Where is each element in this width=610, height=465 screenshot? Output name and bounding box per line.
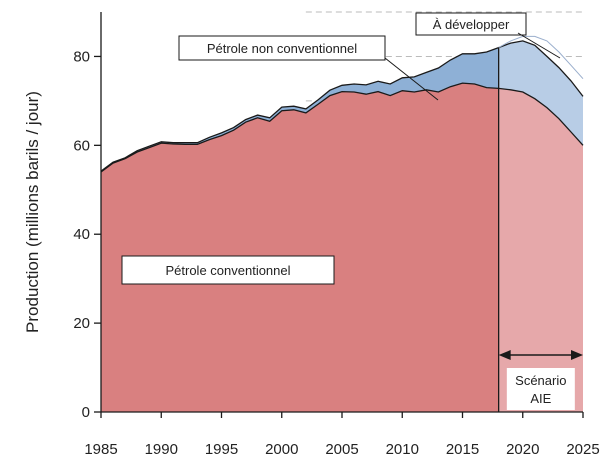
x-tick-label: 2010 xyxy=(386,441,419,458)
x-tick-label: 2020 xyxy=(506,441,539,458)
y-tick-label: 80 xyxy=(73,48,90,65)
scenario-arrow-right-head xyxy=(571,350,583,360)
x-tick-label: 2025 xyxy=(566,441,599,458)
to-develop-line xyxy=(498,35,584,80)
conventional-label: Pétrole conventionnel xyxy=(165,263,290,278)
x-tick-label: 2005 xyxy=(325,441,358,458)
unconventional-area xyxy=(101,47,499,172)
scenario-arrow-left-head xyxy=(498,350,511,360)
to-develop-label-box xyxy=(415,12,527,36)
scenario-label: Scénario xyxy=(515,373,566,388)
conventional-label-box xyxy=(121,255,335,285)
to-develop-area xyxy=(498,36,583,97)
scenario-label-aie: AIE xyxy=(530,391,551,406)
to-develop-label: À développer xyxy=(433,17,510,32)
x-tick-label: 1995 xyxy=(205,441,238,458)
x-tick-label: 2000 xyxy=(265,441,298,458)
y-tick-label: 40 xyxy=(73,226,90,243)
scenario-box xyxy=(506,368,575,410)
x-tick-label: 1990 xyxy=(145,441,178,458)
y-axis-title: Production (millions barils / jour) xyxy=(23,91,42,333)
unconventional-label-box xyxy=(178,35,386,61)
unconventional-label: Pétrole non conventionnel xyxy=(207,41,357,56)
conventional-line xyxy=(100,82,584,173)
unconventional-leader xyxy=(384,57,439,101)
y-tick-label: 20 xyxy=(73,315,90,332)
conventional-projection-area xyxy=(498,88,583,413)
unconventional-line xyxy=(100,40,584,172)
y-tick-label: 60 xyxy=(73,137,90,154)
x-tick-label: 1985 xyxy=(84,441,117,458)
x-tick-label: 2015 xyxy=(446,441,479,458)
conventional-area xyxy=(101,83,499,412)
y-tick-label: 0 xyxy=(82,404,90,421)
unconventional-projection-area xyxy=(498,40,583,146)
to-develop-leader xyxy=(517,32,561,59)
